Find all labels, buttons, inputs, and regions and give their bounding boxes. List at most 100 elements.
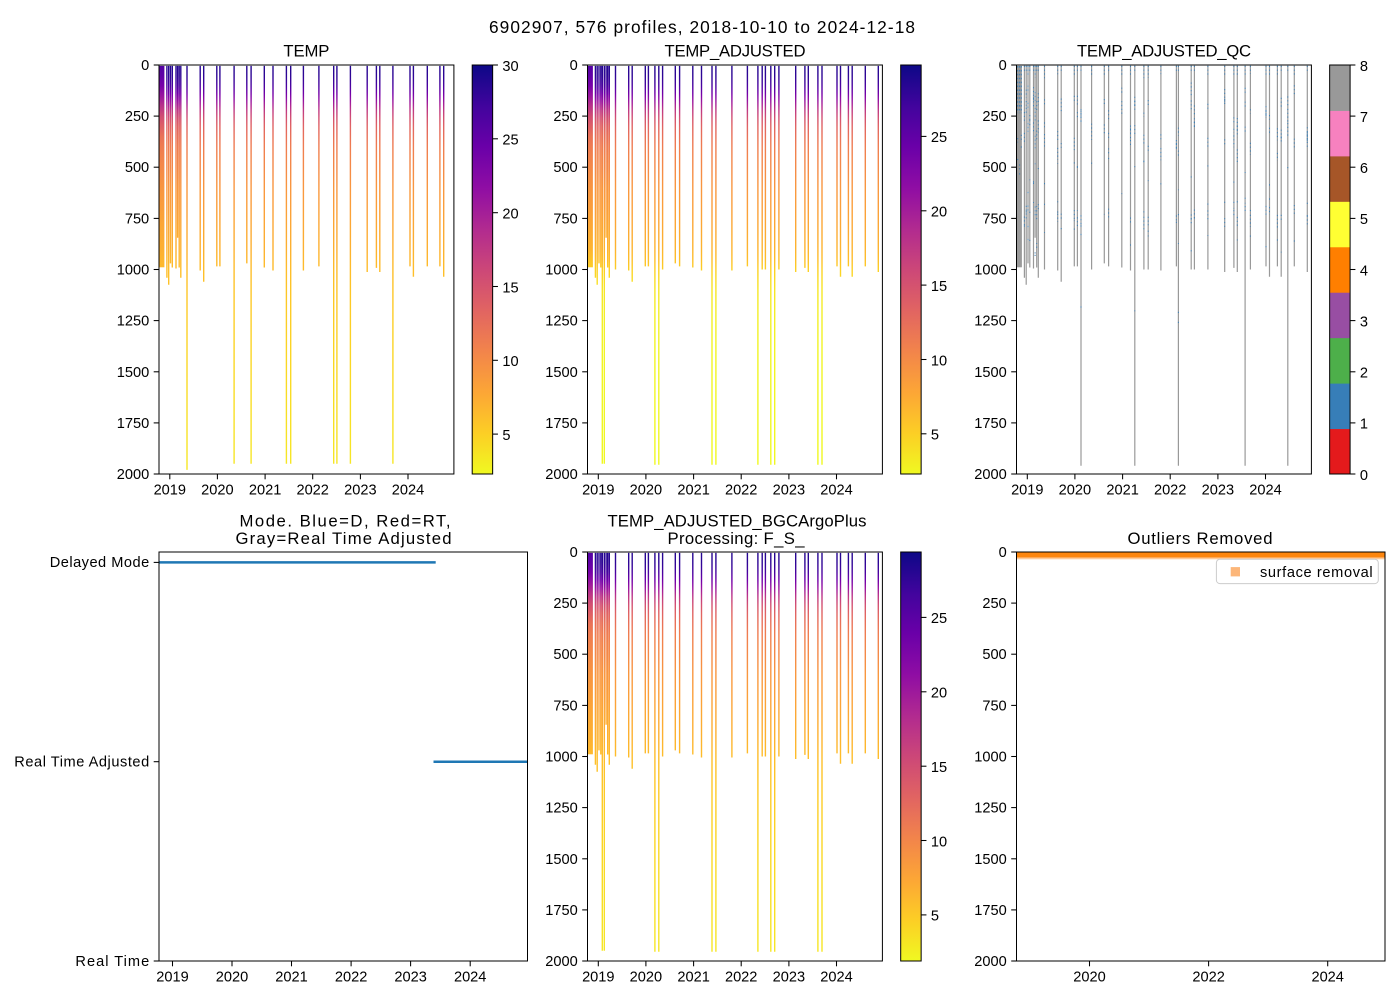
- svg-text:0: 0: [999, 545, 1007, 561]
- svg-text:750: 750: [553, 698, 577, 714]
- svg-text:15: 15: [502, 280, 518, 296]
- svg-text:1750: 1750: [117, 416, 149, 432]
- svg-text:5: 5: [931, 909, 939, 925]
- svg-text:2019: 2019: [582, 483, 614, 499]
- svg-text:2022: 2022: [725, 483, 757, 499]
- svg-text:1500: 1500: [974, 852, 1006, 868]
- svg-text:Real Time: Real Time: [75, 954, 149, 970]
- svg-text:20: 20: [931, 686, 947, 702]
- svg-text:1500: 1500: [974, 365, 1006, 381]
- svg-text:2024: 2024: [392, 483, 424, 499]
- svg-text:2023: 2023: [1202, 483, 1234, 499]
- svg-text:2000: 2000: [117, 467, 149, 483]
- svg-text:2024: 2024: [820, 970, 852, 986]
- svg-text:1750: 1750: [974, 416, 1006, 432]
- svg-text:250: 250: [982, 596, 1006, 612]
- svg-text:4: 4: [1360, 263, 1368, 279]
- svg-text:2019: 2019: [1011, 483, 1043, 499]
- svg-text:0: 0: [570, 545, 578, 561]
- svg-text:10: 10: [931, 834, 947, 850]
- svg-text:1000: 1000: [974, 750, 1006, 766]
- svg-text:2021: 2021: [249, 483, 281, 499]
- svg-text:0: 0: [141, 58, 149, 74]
- svg-text:2021: 2021: [1106, 483, 1138, 499]
- svg-text:1500: 1500: [545, 365, 577, 381]
- svg-text:TEMP_ADJUSTED_BGCArgoPlus: TEMP_ADJUSTED_BGCArgoPlus: [608, 512, 867, 531]
- svg-text:15: 15: [931, 279, 947, 295]
- svg-text:250: 250: [553, 109, 577, 125]
- svg-text:1500: 1500: [117, 365, 149, 381]
- svg-text:0: 0: [1360, 468, 1368, 484]
- svg-text:20: 20: [502, 207, 518, 223]
- svg-text:Outliers Removed: Outliers Removed: [1128, 529, 1273, 548]
- svg-text:1250: 1250: [974, 314, 1006, 330]
- svg-text:1000: 1000: [545, 263, 577, 279]
- svg-text:6: 6: [1360, 161, 1368, 177]
- svg-text:TEMP_ADJUSTED_QC: TEMP_ADJUSTED_QC: [1077, 42, 1251, 61]
- svg-text:750: 750: [553, 211, 577, 227]
- svg-text:500: 500: [982, 160, 1006, 176]
- svg-text:2021: 2021: [677, 483, 709, 499]
- svg-text:TEMP: TEMP: [283, 42, 329, 61]
- svg-text:Processing: F_S_: Processing: F_S_: [668, 529, 806, 548]
- svg-text:15: 15: [931, 760, 947, 776]
- svg-text:2021: 2021: [677, 970, 709, 986]
- svg-text:2024: 2024: [1249, 483, 1281, 499]
- svg-text:Mode. Blue=D, Red=RT,: Mode. Blue=D, Red=RT,: [240, 512, 451, 531]
- svg-text:0: 0: [999, 58, 1007, 74]
- svg-text:Real Time Adjusted: Real Time Adjusted: [14, 755, 149, 771]
- svg-text:2021: 2021: [275, 970, 307, 986]
- svg-text:2023: 2023: [773, 483, 805, 499]
- svg-text:2023: 2023: [394, 970, 426, 986]
- svg-text:6902907, 576 profiles, 2018-10: 6902907, 576 profiles, 2018-10-10 to 202…: [489, 17, 915, 37]
- svg-text:750: 750: [982, 211, 1006, 227]
- svg-text:250: 250: [982, 109, 1006, 125]
- svg-text:1250: 1250: [117, 314, 149, 330]
- svg-text:2024: 2024: [454, 970, 486, 986]
- svg-text:1750: 1750: [974, 903, 1006, 919]
- svg-text:1000: 1000: [974, 263, 1006, 279]
- svg-text:2022: 2022: [1154, 483, 1186, 499]
- svg-text:25: 25: [931, 611, 947, 627]
- svg-text:2023: 2023: [344, 483, 376, 499]
- svg-text:1000: 1000: [545, 750, 577, 766]
- svg-text:250: 250: [125, 109, 149, 125]
- svg-text:2020: 2020: [630, 970, 662, 986]
- svg-text:1250: 1250: [974, 801, 1006, 817]
- svg-text:2019: 2019: [156, 970, 188, 986]
- svg-text:2024: 2024: [820, 483, 852, 499]
- svg-text:1250: 1250: [545, 801, 577, 817]
- svg-text:2000: 2000: [545, 954, 577, 970]
- svg-text:7: 7: [1360, 110, 1368, 126]
- svg-text:30: 30: [502, 59, 518, 75]
- svg-text:10: 10: [931, 353, 947, 369]
- svg-text:500: 500: [553, 160, 577, 176]
- svg-text:500: 500: [125, 160, 149, 176]
- svg-text:1: 1: [1360, 417, 1368, 433]
- svg-text:750: 750: [125, 211, 149, 227]
- svg-text:20: 20: [931, 205, 947, 221]
- svg-text:5: 5: [502, 428, 510, 444]
- svg-text:2000: 2000: [545, 467, 577, 483]
- svg-text:2020: 2020: [630, 483, 662, 499]
- svg-text:0: 0: [570, 58, 578, 74]
- svg-text:1250: 1250: [545, 314, 577, 330]
- svg-text:1750: 1750: [545, 903, 577, 919]
- svg-text:5: 5: [931, 428, 939, 444]
- svg-text:2: 2: [1360, 366, 1368, 382]
- svg-text:2022: 2022: [725, 970, 757, 986]
- svg-text:2022: 2022: [335, 970, 367, 986]
- svg-text:2000: 2000: [974, 954, 1006, 970]
- svg-text:2022: 2022: [1192, 970, 1224, 986]
- svg-text:5: 5: [1360, 212, 1368, 228]
- svg-text:25: 25: [502, 133, 518, 149]
- svg-text:2020: 2020: [216, 970, 248, 986]
- svg-text:2020: 2020: [1073, 970, 1105, 986]
- svg-text:750: 750: [982, 698, 1006, 714]
- svg-text:2023: 2023: [773, 970, 805, 986]
- svg-text:3: 3: [1360, 314, 1368, 330]
- svg-text:2022: 2022: [296, 483, 328, 499]
- svg-text:1500: 1500: [545, 852, 577, 868]
- svg-text:TEMP_ADJUSTED: TEMP_ADJUSTED: [665, 42, 806, 61]
- svg-text:25: 25: [931, 130, 947, 146]
